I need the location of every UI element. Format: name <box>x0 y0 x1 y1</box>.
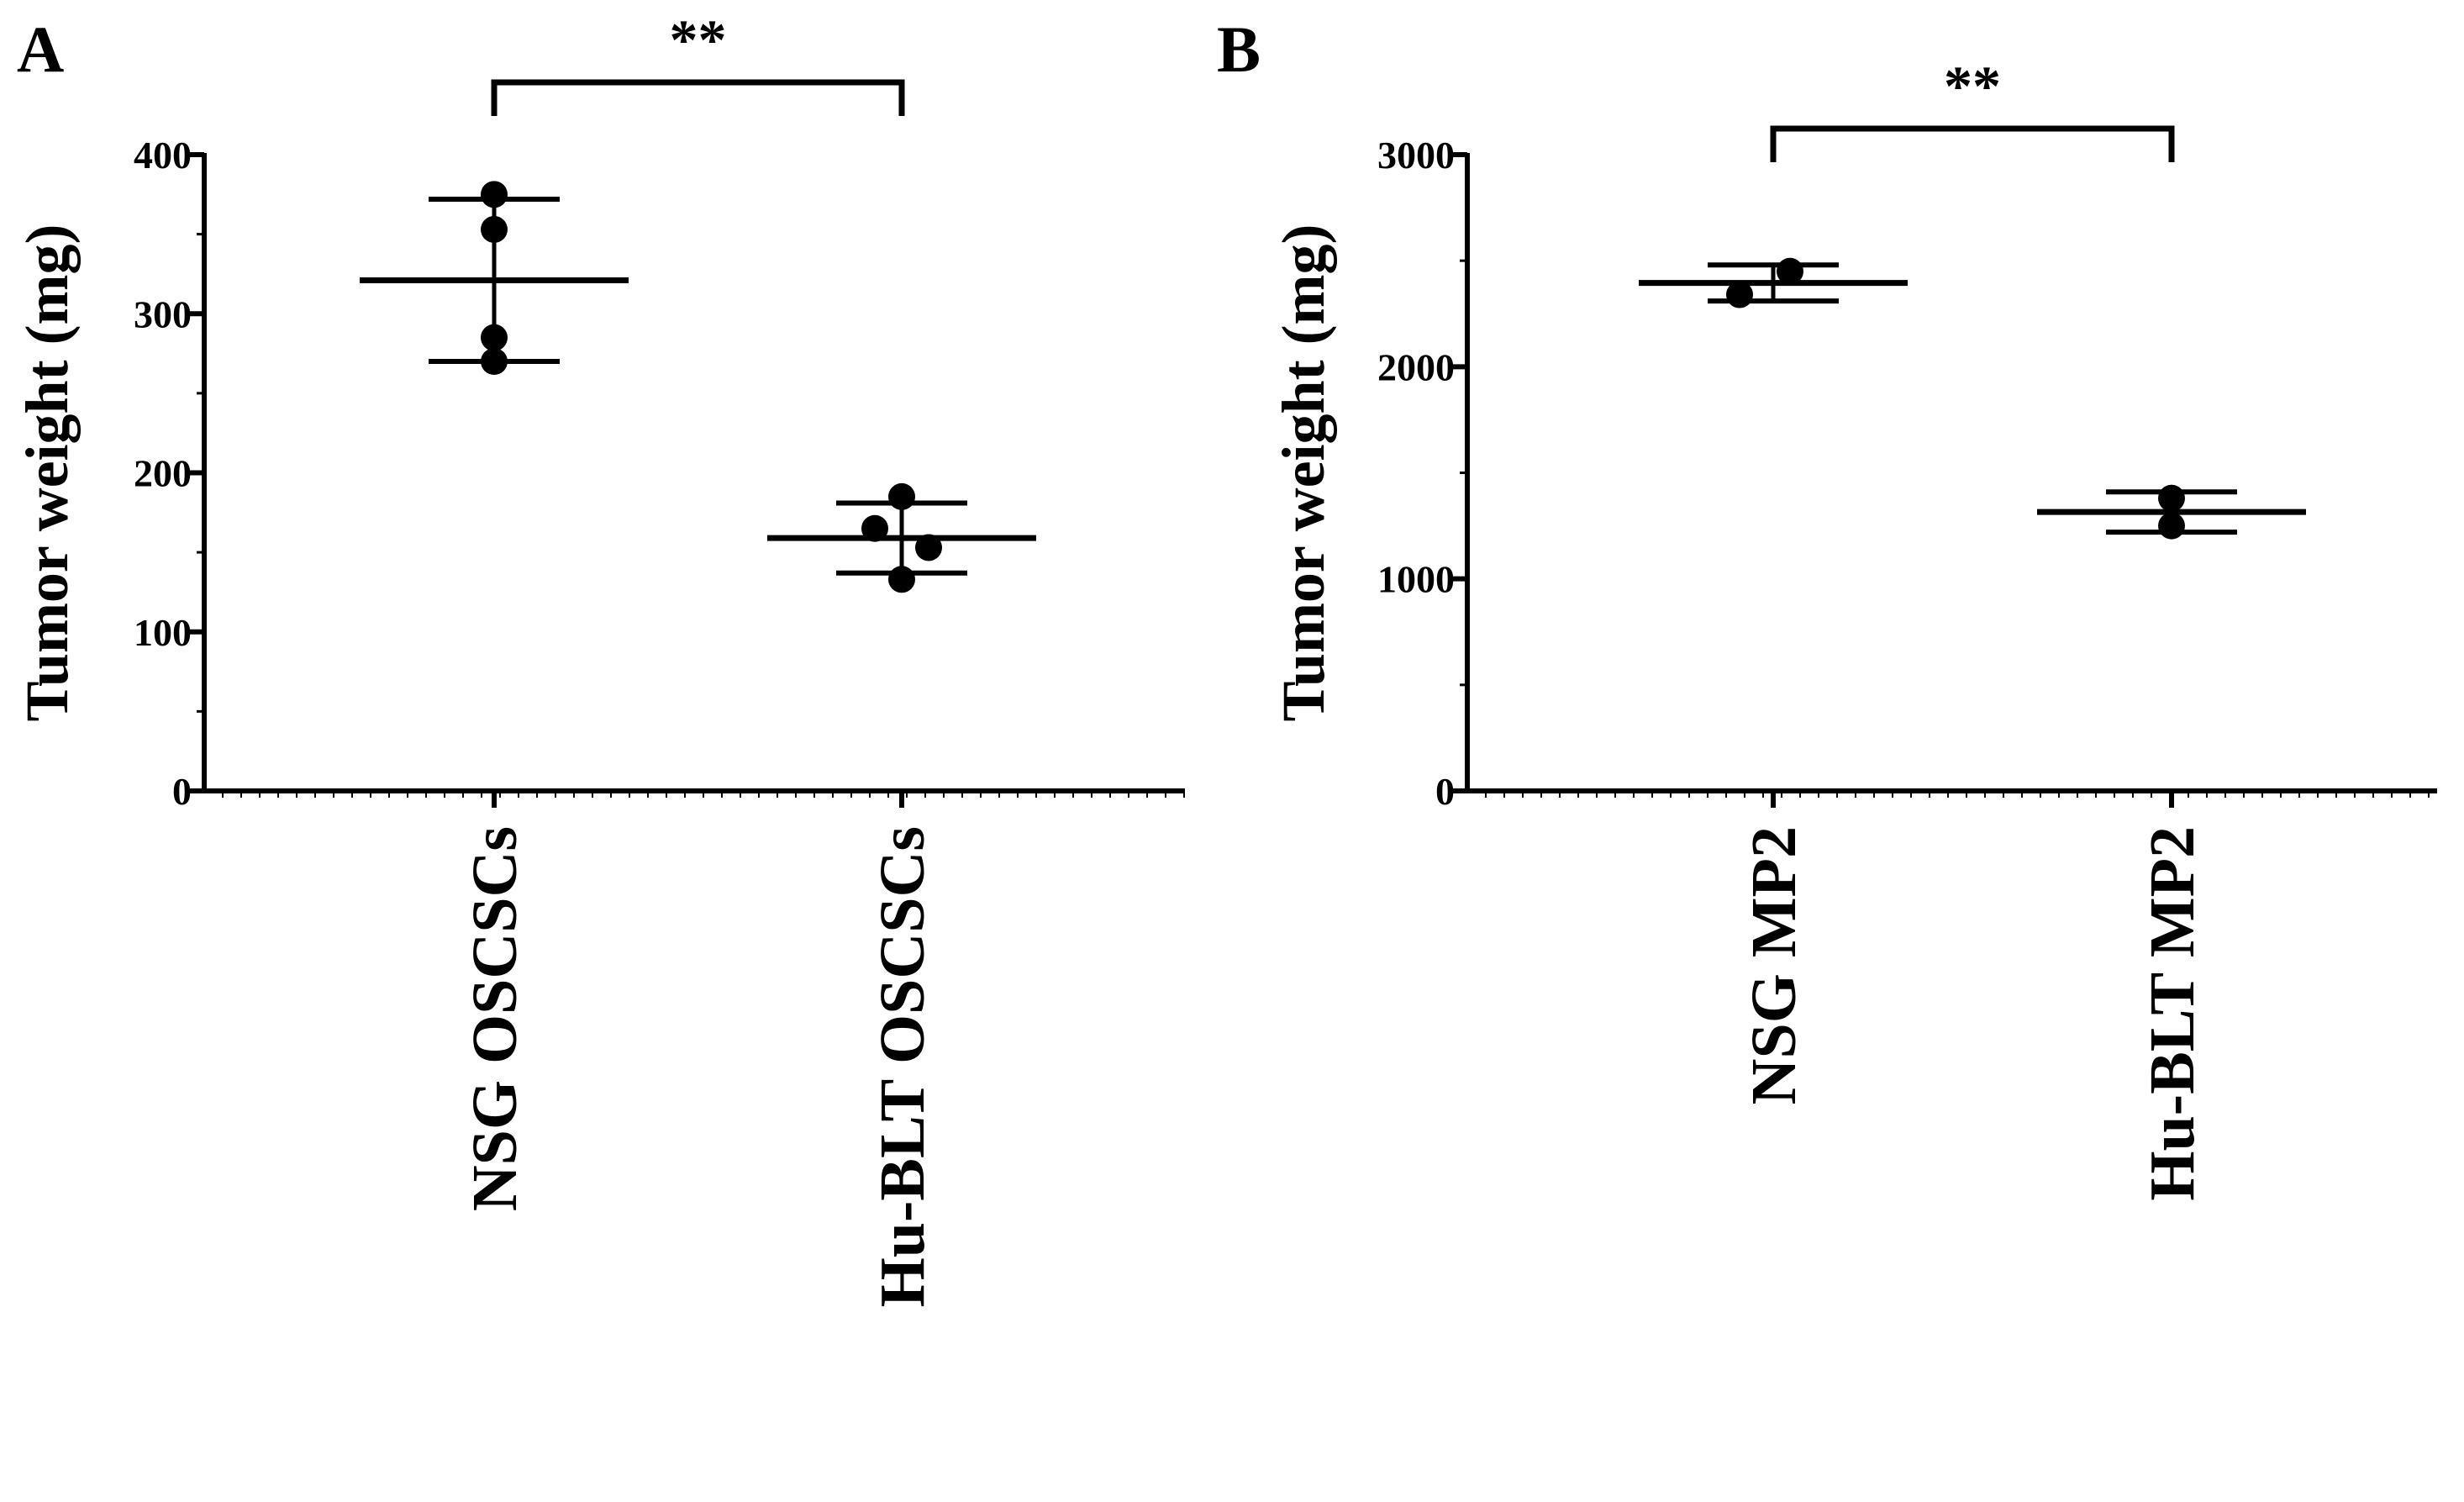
significance-label: ** <box>670 8 727 71</box>
x-tick-label: NSG MP2 <box>1739 826 1809 1104</box>
y-tick-label: 3000 <box>1377 134 1455 177</box>
data-point <box>2158 512 2185 540</box>
y-axis-title: Tumor weight (mg) <box>13 224 81 722</box>
significance-bracket <box>1770 125 2175 162</box>
y-tick-label: 0 <box>172 770 192 813</box>
y-tick-label: 1000 <box>1377 558 1455 601</box>
data-point <box>861 514 888 542</box>
x-tick-label: Hu-BLT MP2 <box>2137 826 2208 1201</box>
panel-label-a: A <box>17 13 64 86</box>
y-tick-label: 200 <box>134 452 192 495</box>
significance-label: ** <box>1944 54 2001 118</box>
y-tick-label: 100 <box>134 611 192 654</box>
significance-bracket <box>491 79 905 116</box>
chart-panel-a: 0 100 200 300 400 Tumor weight (mg) NSG OSCSCs… <box>13 8 1185 1307</box>
data-point <box>1726 281 1753 308</box>
data-point <box>481 348 508 376</box>
y-tick-label: 400 <box>134 134 192 177</box>
x-tick-label: Hu-BLT OSCSCs <box>867 826 938 1307</box>
chart-panel-b: 0 1000 2000 3000 Tumor weight (mg) NSG MP2 Hu-… <box>1270 54 2437 1201</box>
data-point <box>888 566 915 593</box>
y-tick-label: 300 <box>134 292 192 335</box>
data-point <box>888 482 915 510</box>
data-point <box>481 324 508 351</box>
data-point <box>1777 257 1803 285</box>
y-tick-label: 2000 <box>1377 345 1455 388</box>
data-point <box>481 181 508 208</box>
data-point <box>2158 484 2185 512</box>
panel-label-b: B <box>1217 13 1261 86</box>
data-point <box>481 215 508 243</box>
x-tick-label: NSG OSCSCs <box>460 826 530 1211</box>
y-tick-label: 0 <box>1435 770 1455 813</box>
data-point <box>915 534 942 561</box>
y-axis-title: Tumor weight (mg) <box>1270 224 1337 722</box>
